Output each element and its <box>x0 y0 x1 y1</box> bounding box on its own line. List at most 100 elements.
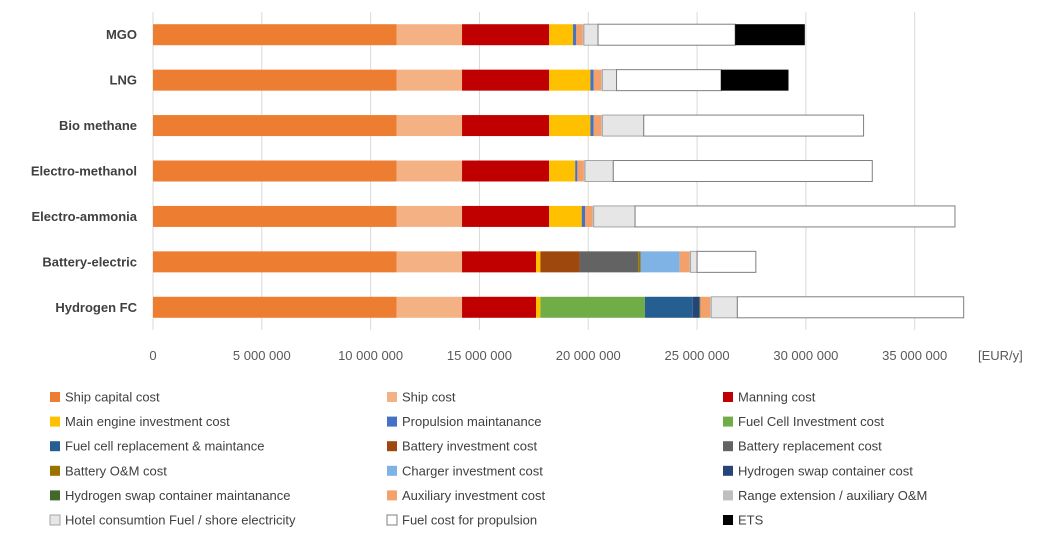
legend-swatch <box>50 392 60 402</box>
bar-segment <box>710 296 738 319</box>
legend-label: Battery replacement cost <box>738 439 882 454</box>
bar-segment <box>153 296 397 318</box>
bar-segment <box>590 115 594 137</box>
legend-label: Hydrogen swap container cost <box>738 463 913 478</box>
legend-label: Auxiliary investment cost <box>402 488 545 503</box>
bar-segment <box>644 296 693 318</box>
legend-swatch <box>387 441 397 452</box>
bar-segment <box>396 115 463 137</box>
bar-segment <box>579 251 639 273</box>
x-tick-labels: 0 5 000 000 10 000 000 15 000 000 20 000 000… <box>149 348 947 363</box>
bar-segment <box>612 160 873 182</box>
category-label: Bio methane <box>59 118 137 133</box>
bar-segment <box>584 160 614 182</box>
bar-segment <box>153 251 397 273</box>
category-label: Hydrogen FC <box>55 300 137 315</box>
bar-segment <box>735 24 805 46</box>
legend-label: Ship capital cost <box>65 390 160 405</box>
bar-segment <box>462 24 550 46</box>
legend-swatch <box>50 416 60 427</box>
legend-label: Main engine investment cost <box>65 414 230 429</box>
bar-segment <box>593 69 602 91</box>
x-tick-label: 20 000 000 <box>556 348 621 363</box>
bar-segment <box>396 24 463 46</box>
bar-segment <box>462 69 550 91</box>
bar-segment <box>640 251 680 273</box>
bar-segment <box>396 160 463 182</box>
bar-segment <box>597 23 736 46</box>
bar-segment <box>583 160 585 182</box>
legend-label: Battery investment cost <box>402 439 537 454</box>
bar-segment <box>584 205 593 227</box>
bar-segment <box>593 205 636 228</box>
bar-segment <box>153 160 397 182</box>
bar-segment <box>575 160 578 182</box>
bar-segment <box>601 69 603 91</box>
legend-label: Fuel cost for propulsion <box>402 513 537 528</box>
legend-swatch <box>50 465 60 476</box>
x-tick-label: 0 <box>149 348 156 363</box>
bar-segment <box>601 115 603 137</box>
x-tick-label: 35 000 000 <box>882 348 947 363</box>
x-tick-label: 25 000 000 <box>665 348 730 363</box>
bar-segment <box>153 115 397 137</box>
bar-segment <box>679 251 690 273</box>
legend-label: Battery O&M cost <box>65 463 167 478</box>
bar-segment <box>592 205 594 227</box>
bar-segment <box>576 24 583 46</box>
bar-segment <box>540 296 645 318</box>
bar-segment <box>590 69 594 91</box>
bar-segment <box>573 24 577 46</box>
bar-segment <box>549 24 574 46</box>
bar-segment <box>692 296 700 318</box>
legend-swatch <box>723 416 733 427</box>
bar-segment <box>601 69 618 92</box>
bar-segment <box>581 205 585 227</box>
bar-segment <box>699 296 701 318</box>
x-tick-label: 10 000 000 <box>338 348 403 363</box>
x-tick-label: 5 000 000 <box>233 348 291 363</box>
legend-label: Range extension / auxiliary O&M <box>738 488 927 503</box>
legend-label: Hotel consumtion Fuel / shore electricit… <box>65 513 296 528</box>
bar-segments <box>153 23 965 319</box>
category-label: MGO <box>106 27 137 42</box>
x-axis-unit-label: [EUR/y] <box>978 348 1023 363</box>
bar-segment <box>582 24 584 46</box>
legend-swatch <box>387 416 397 427</box>
bar-segment <box>736 296 965 319</box>
legend-swatch <box>723 515 733 525</box>
legend-swatch <box>387 465 397 476</box>
bar-segment <box>153 24 397 46</box>
legend-swatch <box>387 392 397 402</box>
legend-label: Manning cost <box>738 390 816 405</box>
legend: Ship capital cost Ship cost Manning cost Ma… <box>49 390 927 528</box>
bar-segment <box>690 250 698 273</box>
bar-segment <box>593 115 602 137</box>
legend-swatch <box>723 441 733 452</box>
bar-segment <box>462 296 537 318</box>
category-label: Battery-electric <box>42 254 137 269</box>
bar-segment <box>462 160 550 182</box>
bar-segment <box>536 251 541 273</box>
bar-segment <box>549 115 591 137</box>
legend-swatch <box>723 490 733 501</box>
bar-segment <box>549 160 576 182</box>
bar-segment <box>462 115 550 137</box>
bar-segment <box>721 69 789 91</box>
bar-segment <box>710 296 712 318</box>
x-tick-label: 15 000 000 <box>447 348 512 363</box>
bar-segment <box>153 205 397 227</box>
bar-segment <box>700 296 711 318</box>
legend-swatch <box>50 490 60 501</box>
legend-label: Fuel cell replacement & maintance <box>65 439 264 454</box>
bar-segment <box>583 23 599 46</box>
bar-segment <box>601 114 645 137</box>
x-tick-label: 30 000 000 <box>773 348 838 363</box>
legend-swatch <box>723 392 733 402</box>
bar-segment <box>577 160 584 182</box>
bar-segment <box>536 296 541 318</box>
bar-segment <box>616 69 722 92</box>
category-label: Electro-methanol <box>31 164 137 179</box>
category-label: LNG <box>110 73 137 88</box>
